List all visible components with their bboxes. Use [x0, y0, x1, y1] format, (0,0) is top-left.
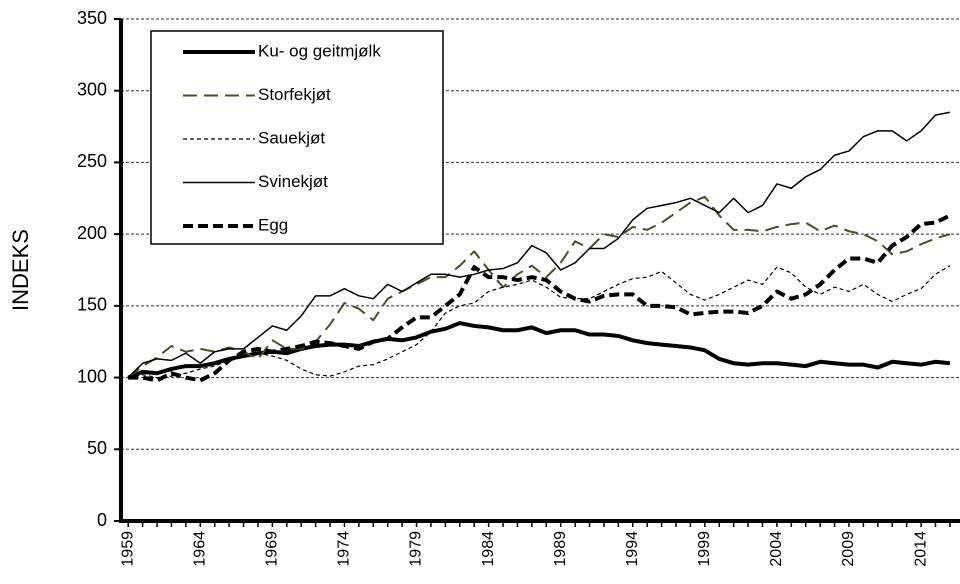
series-line — [127, 321, 951, 380]
x-tick-label: 2009 — [840, 531, 857, 567]
x-tick-label: 1999 — [696, 531, 713, 567]
y-tick-label: 250 — [77, 151, 107, 171]
legend-box — [150, 30, 444, 245]
y-tick-label: 300 — [77, 79, 107, 99]
series-line — [127, 111, 951, 379]
series-line — [127, 195, 951, 379]
y-tick-label: 350 — [77, 8, 107, 28]
x-tick-label: 1969 — [264, 531, 281, 567]
x-tick-label: 1974 — [336, 531, 353, 567]
x-tick-label: 1964 — [192, 531, 209, 567]
legend-label: Svinekjøt — [258, 172, 328, 191]
y-tick-label: 200 — [77, 223, 107, 243]
x-tick-label: 1994 — [624, 531, 641, 567]
y-tick-label: 100 — [77, 366, 107, 386]
x-tick-label: 1959 — [119, 531, 136, 567]
x-tick-label: 2004 — [768, 531, 785, 567]
y-tick-label: 50 — [87, 438, 107, 458]
x-tick-label: 1984 — [480, 531, 497, 567]
legend-label: Storfekjøt — [258, 85, 331, 104]
x-tick-label: 1979 — [408, 531, 425, 567]
y-axis-label: INDEKS — [8, 229, 33, 311]
x-tick-label: 1989 — [552, 531, 569, 567]
y-tick-label: 150 — [77, 295, 107, 315]
legend-label: Egg — [258, 215, 288, 234]
series-line — [128, 265, 951, 379]
y-tick-label: 0 — [97, 510, 107, 530]
legend-label: Ku- og geitmjølk — [258, 41, 381, 60]
legend-label: Sauekjøt — [258, 128, 325, 147]
x-tick-label: 2014 — [912, 531, 929, 567]
